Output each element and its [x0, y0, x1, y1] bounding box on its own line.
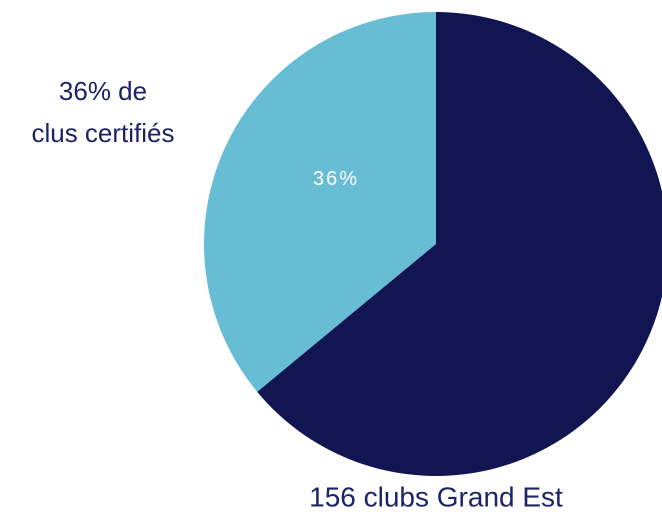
pie-slice	[204, 12, 436, 392]
slice-label: 36% de clus certifiés	[31, 76, 175, 148]
value-label: 36%	[313, 168, 359, 190]
slice-label: 156 clubs Grand Est	[309, 481, 563, 512]
pie-slice	[257, 12, 662, 476]
